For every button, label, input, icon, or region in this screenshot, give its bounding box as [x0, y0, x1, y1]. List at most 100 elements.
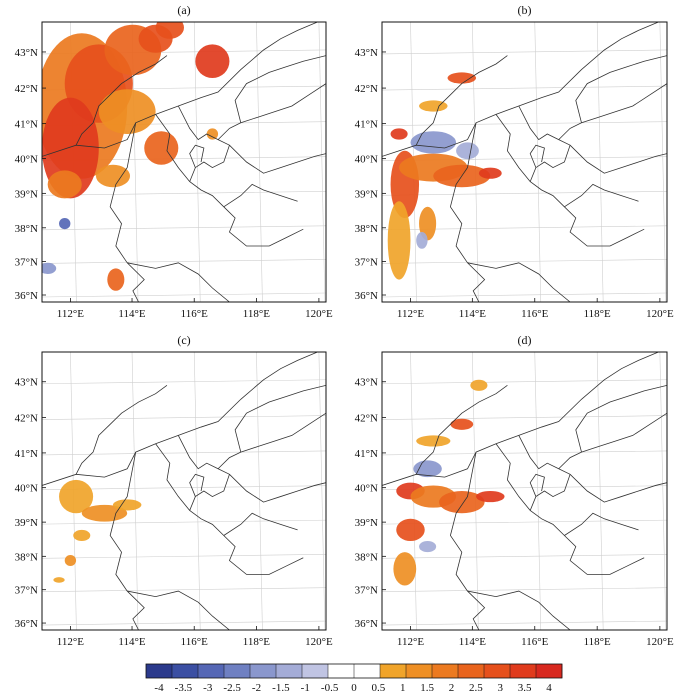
- map-panel-4: (d) 36°N 37°N 38°N 39°N 40°N 41°N 42°N 43°N 112°E…: [355, 333, 674, 648]
- province-boundary: [155, 443, 304, 575]
- gridline: [382, 85, 667, 91]
- colorbar-cell: [354, 664, 381, 678]
- map-panel-1: (a) 36°N 37°N 38°N 39°N 40°N 41°N 42°N 43°N 112°E…: [15, 3, 333, 320]
- colorbar-label: -3.5: [175, 682, 193, 694]
- anomaly-region: [59, 218, 71, 230]
- gridline: [256, 22, 263, 302]
- lat-label: 38°N: [355, 223, 378, 235]
- province-boundary: [449, 452, 486, 630]
- anomaly-region: [64, 554, 77, 567]
- province-boundary: [217, 412, 326, 470]
- colorbar-cell: [536, 664, 563, 678]
- lat-label: 40°N: [355, 154, 378, 166]
- lat-label: 36°N: [15, 290, 38, 302]
- province-boundary: [229, 144, 326, 174]
- province-boundary: [564, 183, 639, 208]
- colorbar-label: 1: [400, 682, 406, 694]
- province-boundary: [575, 384, 667, 453]
- anomaly-region: [107, 268, 125, 291]
- map-panel-2: (b) 36°N 37°N 38°N 39°N 40°N 41°N 42°N 43°N 112°E…: [355, 3, 674, 320]
- anomaly-region: [439, 491, 485, 514]
- lat-label: 37°N: [15, 256, 38, 268]
- province-boundary: [189, 473, 205, 497]
- gridline: [382, 379, 667, 385]
- anomaly-region: [53, 577, 65, 583]
- colorbar-frame: [145, 663, 563, 679]
- anomaly-region: [416, 435, 451, 447]
- anomaly-region: [419, 206, 437, 241]
- gridline: [42, 415, 326, 420]
- province-boundary: [382, 22, 659, 157]
- colorbar-label: 2.5: [469, 682, 483, 694]
- lon-label: 118°E: [584, 308, 611, 320]
- anomaly-region: [59, 479, 94, 514]
- province-boundary: [229, 474, 326, 503]
- province-boundary: [495, 114, 645, 247]
- map-frame: [41, 351, 327, 631]
- colorbar-labels: -4 -3.5 -3 -2.5 -2 -1.5 -1 -0.5 0 0.5 1 1.5 2 2.5 3 3.5…: [154, 682, 552, 694]
- lon-label: 112°E: [57, 308, 84, 320]
- province-boundary: [223, 183, 298, 208]
- panel-label: (d): [518, 333, 532, 347]
- lat-label: 42°N: [15, 83, 38, 95]
- province-boundary: [382, 352, 659, 486]
- anomaly-region: [396, 518, 425, 542]
- gridline: [382, 259, 667, 264]
- lat-label: 43°N: [15, 377, 38, 389]
- gridline: [382, 554, 667, 559]
- gridline: [382, 292, 667, 298]
- gridline: [42, 587, 326, 592]
- colorbar-label: -4: [154, 682, 164, 694]
- colorbar-cell: [458, 664, 485, 678]
- anomaly-region: [47, 170, 82, 199]
- lat-label: 41°N: [15, 448, 38, 460]
- anomaly-region: [419, 541, 437, 553]
- lon-label: 114°E: [459, 308, 486, 320]
- lat-label: 43°N: [355, 377, 378, 389]
- lat-label: 41°N: [355, 119, 378, 131]
- lat-label: 40°N: [355, 483, 378, 495]
- gridline: [256, 352, 263, 630]
- lat-label: 39°N: [355, 188, 378, 200]
- gridline: [382, 620, 667, 626]
- lat-label: 36°N: [355, 290, 378, 302]
- gridline: [596, 352, 604, 630]
- lon-label: 116°E: [181, 636, 208, 648]
- lon-label: 118°E: [584, 636, 611, 648]
- anomaly-region: [447, 72, 477, 84]
- province-boundary: [109, 452, 145, 630]
- lat-label: 39°N: [355, 517, 378, 529]
- gridline: [382, 191, 667, 196]
- gridline: [42, 225, 326, 231]
- anomaly-region: [95, 164, 131, 188]
- anomaly-region: [42, 262, 57, 274]
- lon-label: 112°E: [397, 308, 424, 320]
- anomaly-region: [413, 460, 442, 478]
- lat-label: 38°N: [355, 551, 378, 563]
- gridline: [534, 22, 542, 302]
- lon-label: 112°E: [57, 636, 84, 648]
- gridline: [382, 519, 667, 525]
- lat-label: 39°N: [15, 517, 38, 529]
- colorbar-cell: [198, 664, 225, 678]
- lon-label: 114°E: [118, 636, 145, 648]
- lon-label: 120°E: [646, 308, 674, 320]
- gridline: [472, 352, 479, 630]
- panel-label: (b): [518, 3, 532, 17]
- anomaly-region: [206, 128, 219, 140]
- lat-label: 42°N: [355, 83, 378, 95]
- map-content: [382, 22, 667, 302]
- gridline: [42, 554, 326, 559]
- province-boundary: [155, 114, 304, 247]
- panel-label: (c): [177, 333, 190, 347]
- colorbar: -4 -3.5 -3 -2.5 -2 -1.5 -1 -0.5 0 0.5 1 1.5 2 2.5 3 3.5…: [145, 663, 563, 694]
- gridline: [193, 352, 201, 630]
- anomaly-region: [476, 491, 505, 503]
- gridline: [472, 22, 479, 302]
- gridline: [42, 191, 326, 196]
- province-boundary: [234, 55, 326, 123]
- anomaly-region: [113, 499, 142, 511]
- lon-label: 120°E: [305, 636, 333, 648]
- colorbar-label: -1: [301, 682, 310, 694]
